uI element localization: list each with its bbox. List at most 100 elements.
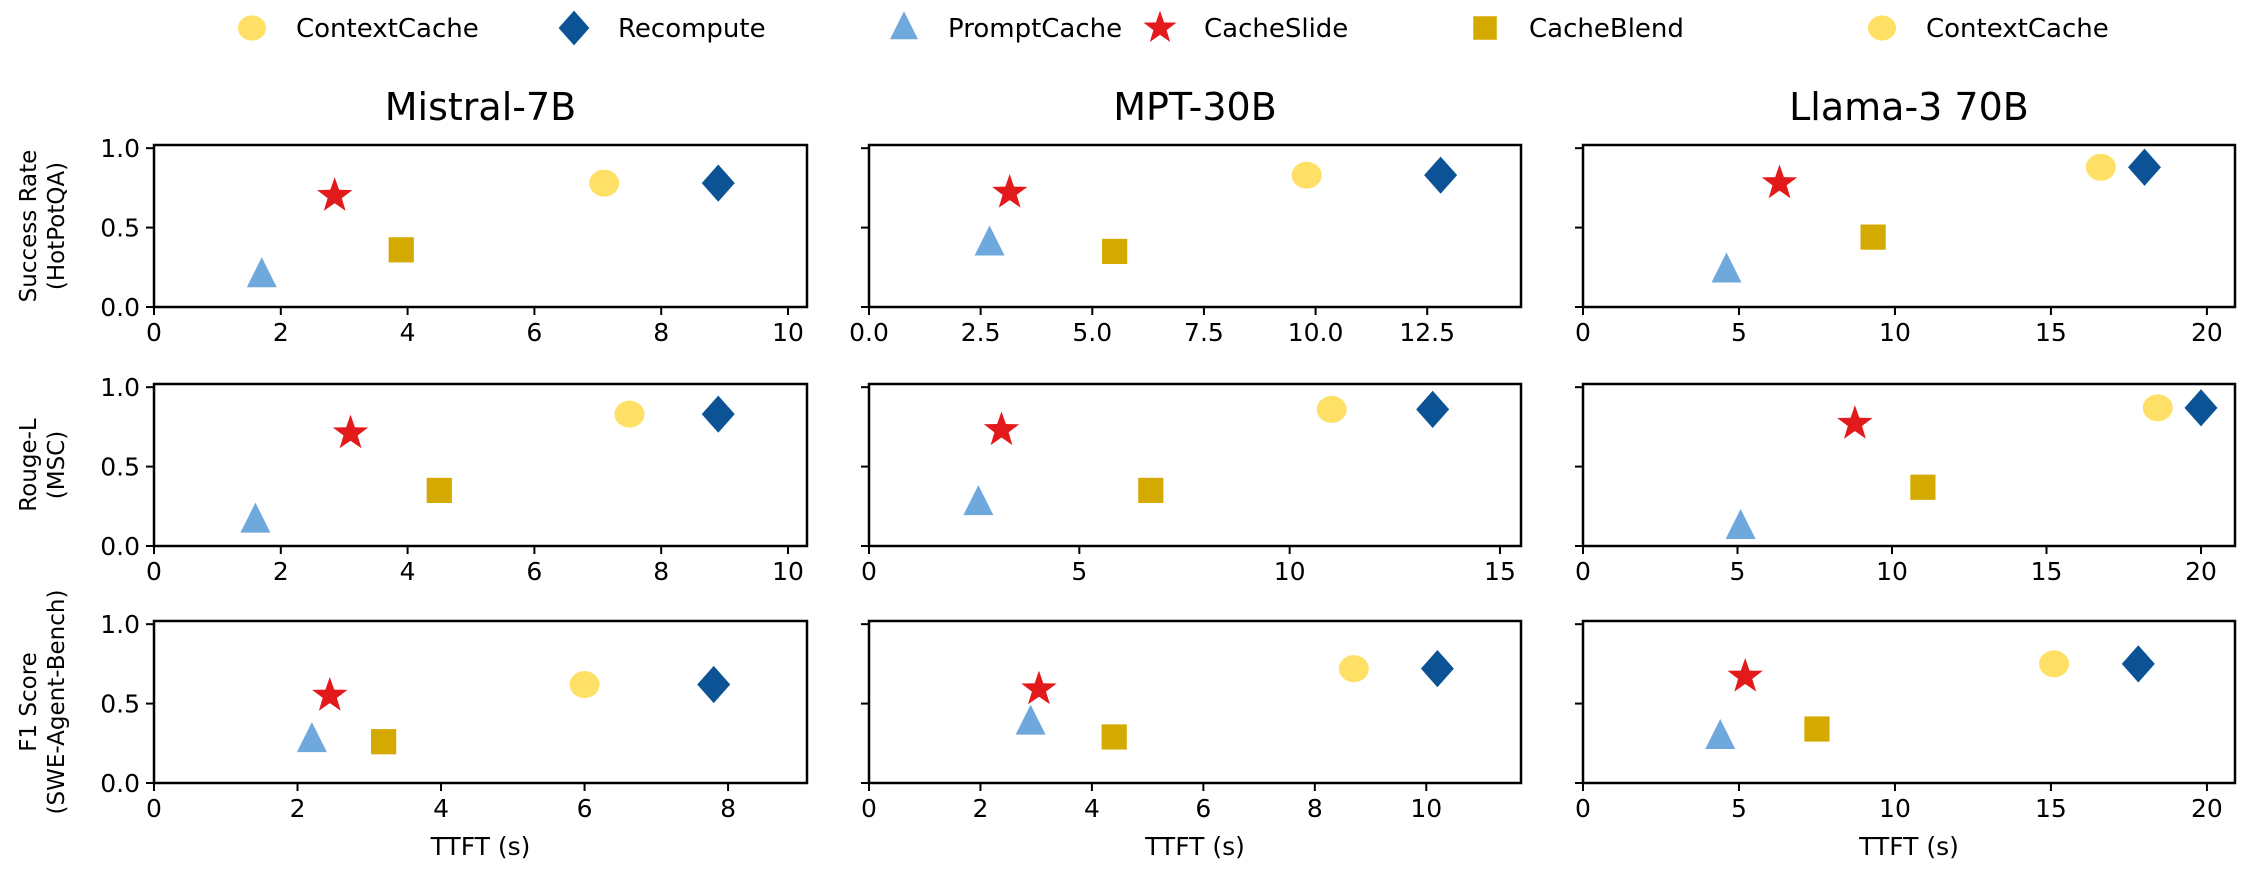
x-axis-label: TTFT (s) — [430, 832, 531, 861]
point-contextcache — [614, 400, 645, 428]
x-tick-label: 0 — [146, 794, 162, 823]
legend-marker-star — [1143, 10, 1177, 42]
x-tick-label: 10 — [1410, 794, 1442, 823]
x-tick-label: 8 — [653, 557, 669, 586]
point-cacheslide — [1837, 405, 1873, 439]
y-tick-label: 0.0 — [100, 769, 140, 798]
x-tick-label: 6 — [526, 557, 542, 586]
point-promptcache — [1705, 718, 1736, 749]
x-tick-label: 4 — [433, 794, 449, 823]
point-cacheslide — [317, 177, 353, 211]
x-tick-label: 10 — [1876, 557, 1908, 586]
point-contextcache — [1291, 161, 1322, 189]
x-tick-label: 10 — [772, 557, 804, 586]
x-tick-label: 0 — [1575, 794, 1591, 823]
x-tick-label: 5 — [1731, 318, 1747, 347]
x-tick-label: 2 — [290, 794, 306, 823]
point-contextcache — [1316, 395, 1347, 423]
x-tick-label: 4 — [400, 557, 416, 586]
point-recompute — [2128, 148, 2162, 186]
x-tick-label: 8 — [653, 318, 669, 347]
x-tick-label: 0.0 — [849, 318, 889, 347]
point-cacheslide — [992, 174, 1028, 208]
x-tick-label: 15 — [2031, 557, 2063, 586]
x-tick-label: 5.0 — [1072, 318, 1112, 347]
x-axis-label: TTFT (s) — [1144, 832, 1245, 861]
point-cacheslide — [1021, 670, 1057, 705]
legend-label: CacheBlend — [1529, 14, 1684, 44]
axes-frame — [867, 143, 1523, 309]
x-tick-label: 15 — [2035, 318, 2067, 347]
point-cacheslide — [312, 677, 348, 711]
point-recompute — [701, 164, 735, 202]
legend-marker-triangle — [890, 11, 918, 40]
point-recompute — [697, 665, 731, 704]
x-tick-label: 2 — [273, 557, 289, 586]
column-title: MPT-30B — [1113, 85, 1277, 129]
point-cacheblend — [426, 477, 452, 504]
point-recompute — [1420, 650, 1454, 688]
x-tick-label: 0 — [1575, 557, 1591, 586]
point-cacheblend — [1102, 238, 1128, 265]
x-tick-label: 15 — [2035, 794, 2067, 823]
point-recompute — [2121, 645, 2155, 683]
point-recompute — [1424, 156, 1458, 194]
point-recompute — [2184, 389, 2218, 427]
legend-marker-circle — [1868, 15, 1896, 41]
y-axis-label: (HotPotQA) — [44, 162, 70, 290]
x-tick-label: 0 — [146, 557, 162, 586]
y-axis-label: F1 Score — [16, 652, 42, 752]
point-promptcache — [240, 502, 271, 533]
point-contextcache — [569, 671, 600, 699]
point-cacheblend — [1860, 224, 1886, 250]
point-promptcache — [963, 485, 994, 516]
point-contextcache — [2085, 153, 2116, 181]
x-tick-label: 6 — [1195, 794, 1211, 823]
y-axis-label: Rouge-L — [16, 418, 42, 512]
point-promptcache — [296, 722, 327, 753]
point-cacheblend — [388, 237, 414, 263]
point-cacheblend — [371, 729, 397, 755]
legend-label: ContextCache — [296, 14, 479, 44]
x-tick-label: 20 — [2185, 557, 2217, 586]
point-cacheblend — [1138, 477, 1164, 504]
x-tick-label: 2 — [273, 318, 289, 347]
x-tick-label: 0 — [861, 794, 877, 823]
point-promptcache — [246, 257, 277, 288]
legend-marker-diamond — [558, 10, 590, 46]
x-tick-label: 5 — [1731, 794, 1747, 823]
point-cacheblend — [1101, 724, 1127, 750]
x-tick-label: 12.5 — [1399, 318, 1455, 347]
legend-label: ContextCache — [1926, 14, 2109, 44]
axes-frame — [152, 382, 809, 548]
x-tick-label: 4 — [1084, 794, 1100, 823]
x-tick-label: 0 — [861, 557, 877, 586]
x-tick-label: 10 — [772, 318, 804, 347]
y-tick-label: 0.5 — [100, 453, 140, 482]
point-cacheslide — [332, 414, 369, 449]
point-contextcache — [2142, 394, 2173, 422]
x-tick-label: 10 — [1879, 318, 1911, 347]
point-cacheslide — [1761, 164, 1798, 199]
x-tick-label: 8 — [720, 794, 736, 823]
axes-frame — [1581, 143, 2237, 309]
point-recompute — [701, 395, 735, 433]
point-cacheblend — [1804, 716, 1830, 742]
y-tick-label: 1.0 — [100, 134, 140, 163]
x-tick-label: 10 — [1274, 557, 1306, 586]
x-tick-label: 5 — [1071, 557, 1087, 586]
x-tick-label: 8 — [1307, 794, 1323, 823]
x-tick-label: 10 — [1879, 794, 1911, 823]
point-promptcache — [1711, 252, 1742, 283]
axes-frame — [867, 382, 1523, 548]
axes-frame — [1581, 619, 2237, 785]
x-tick-label: 10.0 — [1288, 318, 1344, 347]
x-tick-label: 20 — [2191, 794, 2223, 823]
point-contextcache — [589, 169, 620, 197]
y-axis-label: (MSC) — [44, 431, 70, 499]
column-title: Llama-3 70B — [1789, 85, 2029, 129]
point-promptcache — [974, 225, 1005, 256]
y-tick-label: 0.0 — [100, 293, 140, 322]
x-tick-label: 0 — [146, 318, 162, 347]
